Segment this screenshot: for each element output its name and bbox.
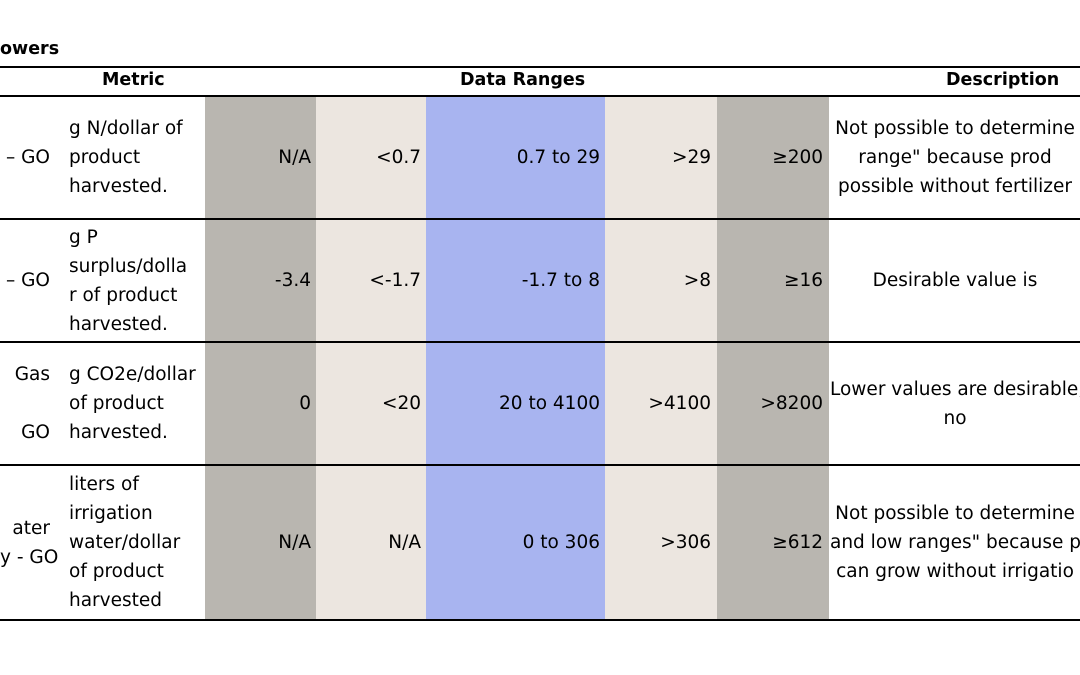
data-range-value: <0.7 xyxy=(376,147,421,168)
description-line: Not possible to determine xyxy=(835,118,1075,139)
description-line: Desirable value is xyxy=(872,270,1038,291)
description-line: range" because prod xyxy=(858,147,1052,168)
metric-unit-line: g P xyxy=(69,226,98,248)
range-column-shade-band-1 xyxy=(205,97,316,620)
data-range-value: <-1.7 xyxy=(369,270,421,291)
table-rule xyxy=(0,619,1080,621)
metric-unit-line: harvested xyxy=(69,590,163,611)
table-rule xyxy=(0,341,1080,343)
metric-name-line: – GO xyxy=(5,270,50,291)
metric-unit-line: r of product xyxy=(69,284,178,306)
data-range-value: ≥612 xyxy=(772,532,823,553)
metric-unit-line: water/dollar xyxy=(69,532,181,553)
metric-unit-line: of product xyxy=(69,561,164,582)
metric-unit-line: g CO2e/dollar xyxy=(69,364,196,385)
data-range-value: >8200 xyxy=(760,393,823,414)
description-line: possible without fertilizer xyxy=(838,176,1072,197)
data-range-value: >306 xyxy=(660,532,711,553)
data-range-value: ≥200 xyxy=(772,147,823,168)
data-range-value: 20 to 4100 xyxy=(499,393,600,414)
data-range-value: -3.4 xyxy=(274,270,311,291)
data-range-value: >8 xyxy=(683,270,711,291)
data-range-value: <20 xyxy=(381,393,421,414)
data-range-value: N/A xyxy=(278,147,311,168)
header-metric: Metric xyxy=(102,70,165,90)
table-rule xyxy=(0,218,1080,220)
range-column-shade-band-4 xyxy=(605,97,717,620)
description-line: can grow without irrigatio xyxy=(836,561,1074,582)
range-column-shade-band-5 xyxy=(717,97,829,620)
range-column-shade-band-2 xyxy=(316,97,426,620)
metric-unit-line: harvested. xyxy=(69,176,168,197)
metric-name-line: Gas xyxy=(14,364,50,385)
metric-unit-line: liters of xyxy=(69,474,139,495)
metric-unit-line: surplus/dolla xyxy=(69,255,188,277)
metric-unit-line: product xyxy=(69,147,141,168)
description-line: and low ranges" because p xyxy=(830,532,1080,553)
data-range-value: >4100 xyxy=(648,393,711,414)
metric-name-line: GO xyxy=(21,422,50,443)
description-line: no xyxy=(943,407,967,429)
data-range-value: 0.7 to 29 xyxy=(516,147,600,168)
metric-name-line: ater xyxy=(12,517,50,539)
metric-name-line: – GO xyxy=(5,147,50,168)
description-line: Not possible to determine xyxy=(835,503,1075,524)
metric-unit-line: of product xyxy=(69,393,164,414)
data-range-value: -1.7 to 8 xyxy=(521,270,600,291)
header-data-ranges: Data Ranges xyxy=(460,70,586,90)
metric-unit-line: harvested. xyxy=(69,422,168,443)
range-column-shade-band-3 xyxy=(426,97,605,620)
data-range-value: >29 xyxy=(671,147,711,168)
table-caption: owers xyxy=(0,39,60,59)
data-range-value: 0 to 306 xyxy=(522,532,600,553)
data-range-value: N/A xyxy=(278,532,311,553)
data-range-value: 0 xyxy=(299,393,311,414)
metric-unit-line: irrigation xyxy=(69,503,153,524)
table-rule xyxy=(0,66,1080,68)
table-rule xyxy=(0,464,1080,466)
data-range-value: N/A xyxy=(388,532,421,553)
description-line: Lower values are desirable, xyxy=(830,378,1080,400)
metric-name-line: y - GO xyxy=(0,546,59,568)
table-rule xyxy=(0,95,1080,97)
header-description: Description xyxy=(946,70,1060,90)
data-range-value: ≥16 xyxy=(783,270,823,291)
metric-unit-line: harvested. xyxy=(69,313,168,335)
metric-unit-line: g N/dollar of xyxy=(69,118,183,139)
